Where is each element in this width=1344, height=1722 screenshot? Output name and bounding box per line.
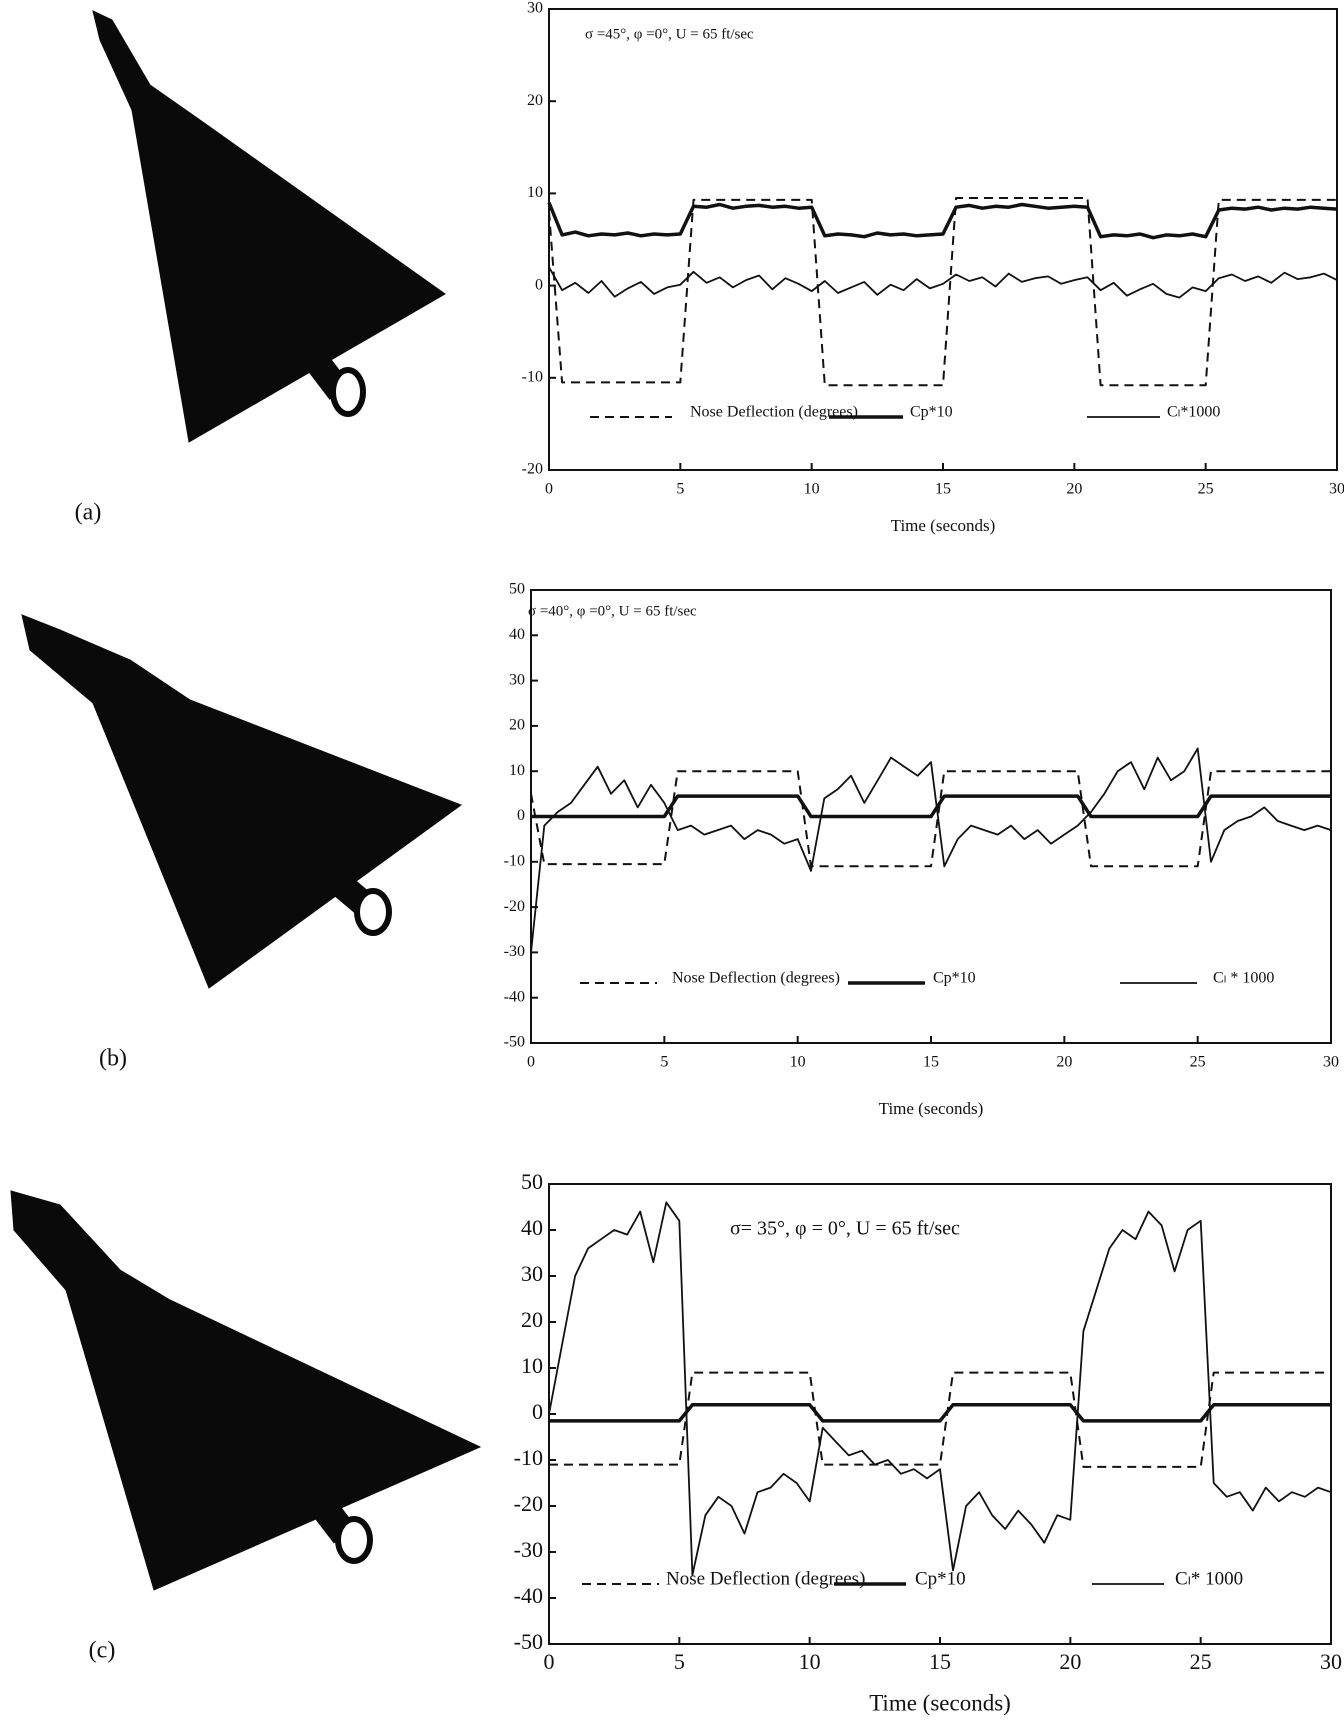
x-tick-label: 5 [674, 1649, 685, 1674]
series-line [548, 266, 1338, 299]
y-tick-label: -20 [504, 898, 525, 915]
x-tick-label: 25 [1198, 481, 1214, 498]
x-axis-label: Time (seconds) [879, 1099, 984, 1118]
x-tick-label: 10 [799, 1649, 821, 1674]
legend-label: Nose Deflection (degrees) [666, 1568, 865, 1589]
y-tick-label: 0 [532, 1399, 543, 1424]
legend-label: Nose Deflection (degrees) [672, 970, 840, 987]
legend-label: Nose Deflection (degrees) [690, 404, 858, 421]
wing-image-c [10, 1190, 482, 1591]
series-line [548, 197, 1337, 387]
x-tick-label: 0 [527, 1054, 535, 1071]
y-tick-label: 50 [509, 581, 525, 598]
y-tick-label: -10 [504, 852, 525, 869]
y-tick-label: -20 [522, 461, 543, 478]
legend-label: Cₗ* 1000 [1175, 1568, 1243, 1589]
x-axis-label: Time (seconds) [869, 1690, 1011, 1715]
y-tick-label: -30 [504, 943, 525, 960]
y-tick-label: -10 [522, 368, 543, 385]
x-axis-label: Time (seconds) [891, 516, 996, 535]
x-tick-label: 20 [1066, 481, 1082, 498]
y-tick-label: -30 [514, 1537, 543, 1562]
y-tick-label: -50 [504, 1034, 525, 1051]
wing-image-b [21, 614, 463, 989]
y-tick-label: -40 [504, 988, 525, 1005]
annotation: σ =40°, φ =0°, U = 65 ft/sec [528, 603, 697, 619]
x-tick-label: 5 [676, 481, 684, 498]
wing-image-a [92, 10, 446, 443]
x-tick-label: 5 [660, 1054, 668, 1071]
x-tick-label: 30 [1320, 1649, 1342, 1674]
legend-label: Cp*10 [933, 970, 976, 987]
panel-label: (a) [75, 500, 102, 526]
annotation: σ= 35°, φ = 0°, U = 65 ft/sec [730, 1218, 960, 1240]
x-tick-label: 20 [1056, 1054, 1072, 1071]
y-tick-label: 30 [509, 671, 525, 688]
legend-label: Cp*10 [910, 404, 953, 421]
series-line [530, 747, 1332, 953]
y-tick-label: 10 [521, 1353, 543, 1378]
x-tick-label: 15 [923, 1054, 939, 1071]
y-tick-label: 40 [521, 1215, 543, 1240]
legend-label: Cp*10 [915, 1568, 966, 1589]
x-tick-label: 30 [1323, 1054, 1339, 1071]
x-tick-label: 25 [1190, 1054, 1206, 1071]
x-tick-label: 15 [935, 481, 951, 498]
panel-label: (b) [99, 1046, 127, 1072]
legend-label: Cₗ * 1000 [1213, 970, 1274, 987]
x-tick-label: 30 [1329, 481, 1344, 498]
series-line [530, 770, 1331, 868]
annotation: σ =45°, φ =0°, U = 65 ft/sec [585, 26, 754, 42]
x-tick-label: 25 [1190, 1649, 1212, 1674]
series-line [548, 1201, 1332, 1576]
x-tick-label: 10 [804, 481, 820, 498]
y-tick-label: 30 [521, 1261, 543, 1286]
series-line [547, 201, 1338, 240]
x-tick-label: 20 [1059, 1649, 1081, 1674]
y-tick-label: 20 [527, 92, 543, 109]
legend-label: Cₗ*1000 [1167, 404, 1220, 421]
y-tick-label: 30 [527, 0, 543, 17]
y-tick-label: -40 [514, 1583, 543, 1608]
y-tick-label: -20 [514, 1491, 543, 1516]
y-tick-label: 40 [509, 626, 525, 643]
y-tick-label: 20 [521, 1307, 543, 1332]
y-tick-label: 20 [509, 717, 525, 734]
y-tick-label: 0 [517, 807, 525, 824]
plot-frame [548, 8, 1338, 471]
x-tick-label: 0 [545, 481, 553, 498]
series-line [531, 794, 1331, 819]
y-tick-label: 50 [521, 1169, 543, 1194]
y-tick-label: 10 [509, 762, 525, 779]
panel-label: (c) [89, 1638, 116, 1664]
x-tick-label: 0 [544, 1649, 555, 1674]
y-tick-label: -50 [514, 1629, 543, 1654]
series-line [549, 1403, 1331, 1423]
y-tick-label: 0 [535, 276, 543, 293]
x-tick-label: 15 [929, 1649, 951, 1674]
x-tick-label: 10 [790, 1054, 806, 1071]
y-tick-label: 10 [527, 184, 543, 201]
y-tick-label: -10 [514, 1445, 543, 1470]
